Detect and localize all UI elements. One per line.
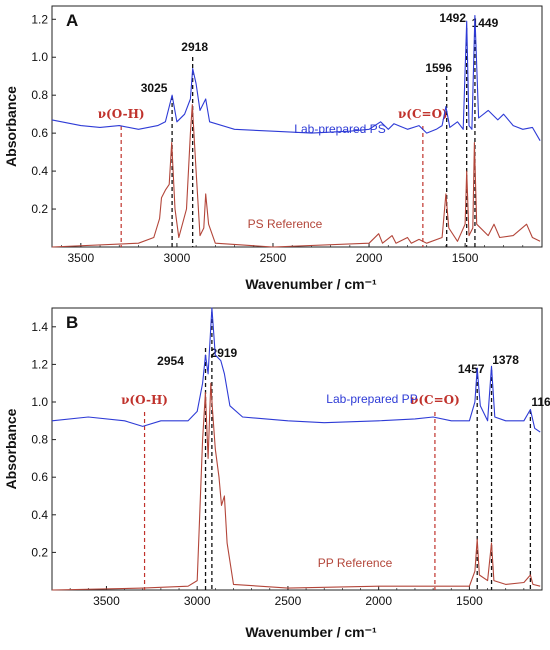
y-tick-label: 0.2 [31,202,48,216]
peak-label: 1449 [472,16,499,30]
plot-frame [51,5,543,248]
x-axis-title: Wavenumber / cm⁻¹ [245,276,377,292]
x-tick-label: 3000 [164,251,191,265]
series-label-ref: PS Reference [248,217,323,231]
spectrum-line-ref [51,382,541,591]
band-label: ν(O-H) [98,107,145,121]
y-tick-label: 1.4 [31,320,48,334]
x-tick-label: 2000 [365,594,392,608]
band-label: ν(C=O) [398,107,448,121]
y-tick-label: 1.0 [31,50,48,64]
peak-label: 3025 [141,81,168,95]
y-tick-label: 1.0 [31,395,48,409]
peak-label: 1378 [492,353,519,367]
x-tick-label: 2000 [356,251,383,265]
y-tick-label: 0.2 [31,545,48,559]
chart-panel-a: 3500 3000 2500 2000 1500 0.2 0.4 0.6 0.8 1.0 1.2 Wa… [3,5,543,292]
series-label-lab: Lab-prepared PP [326,392,417,406]
series-label-lab: Lab-prepared PS [294,122,385,136]
x-tick-label: 2500 [275,594,302,608]
spectrum-line-lab [51,14,541,141]
band-label: ν(O-H) [121,393,168,407]
spectrum-line-ref [51,104,541,248]
panel-letter: B [66,313,78,332]
y-tick-label: 0.4 [31,164,48,178]
series-label-ref: PP Reference [318,556,393,570]
y-tick-label: 0.8 [31,433,48,447]
x-tick-label: 3500 [67,251,94,265]
spectrum-line-lab [51,307,541,433]
peak-label: 2954 [157,354,184,368]
y-tick-label: 1.2 [31,357,48,371]
peak-label: 1457 [458,362,485,376]
peak-label: 1492 [439,11,466,25]
x-tick-label: 1500 [456,594,483,608]
x-tick-label: 1500 [452,251,479,265]
y-tick-label: 0.6 [31,470,48,484]
y-tick-label: 0.6 [31,126,48,140]
x-axis-title: Wavenumber / cm⁻¹ [245,624,377,640]
y-axis-title: Absorbance [3,408,19,489]
x-tick-label: 2500 [260,251,287,265]
x-tick-label: 3500 [93,594,120,608]
y-tick-label: 1.2 [31,12,48,26]
y-tick-label: 0.8 [31,88,48,102]
peak-label: 1596 [425,61,452,75]
peak-label: 2918 [181,40,208,54]
peak-label: 1164 [531,395,550,409]
x-tick-label: 3000 [184,594,211,608]
panel-letter: A [66,11,78,30]
y-axis-title: Absorbance [3,86,19,167]
band-label: ν(C=O) [410,393,460,407]
y-tick-label: 0.4 [31,508,48,522]
chart-panel-b: 3500 3000 2500 2000 1500 0.2 0.4 0.6 0.8 1.0 1.2 1.… [3,307,550,640]
plot-frame [51,307,543,591]
